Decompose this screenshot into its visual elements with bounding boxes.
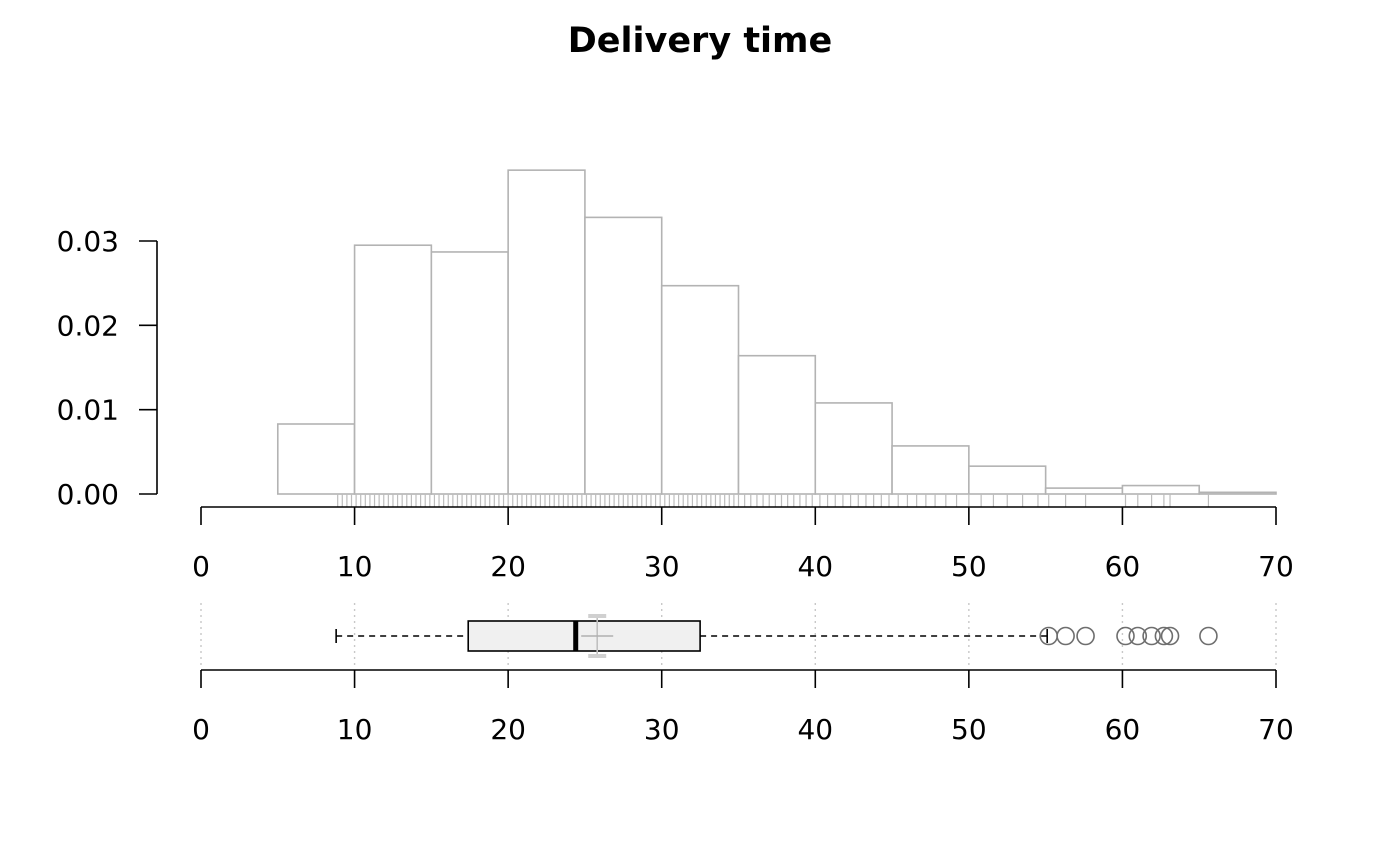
y-tick-label: 0.03 bbox=[57, 225, 119, 258]
histogram-x-tick-label: 70 bbox=[1258, 550, 1294, 583]
boxplot-x-tick-label: 20 bbox=[490, 713, 526, 746]
outlier-point bbox=[1142, 626, 1161, 646]
boxplot-x-tick-label: 40 bbox=[797, 713, 833, 746]
boxplot-x-tick-label: 10 bbox=[337, 713, 373, 746]
histogram-bar-11 bbox=[1121, 484, 1201, 495]
mean-marker bbox=[581, 614, 614, 658]
histogram-x-tick-label: 0 bbox=[192, 550, 210, 583]
boxplot-x-tick-label: 50 bbox=[951, 713, 987, 746]
histogram-bar-5 bbox=[660, 284, 740, 495]
histogram-bar-1 bbox=[353, 244, 433, 495]
histogram-bar-10 bbox=[1044, 487, 1124, 495]
histogram-bar-8 bbox=[891, 445, 970, 495]
histogram-bar-12 bbox=[1198, 491, 1277, 495]
histogram-x-tick-label: 30 bbox=[644, 550, 680, 583]
boxplot-gridlines bbox=[200, 603, 1277, 668]
histogram-bar-7 bbox=[814, 402, 893, 495]
y-tick-label: 0.00 bbox=[57, 478, 119, 511]
outlier-point bbox=[1116, 626, 1135, 646]
histogram-bar-3 bbox=[507, 169, 586, 495]
histogram-bar-9 bbox=[968, 465, 1047, 495]
y-tick-label: 0.02 bbox=[57, 309, 119, 342]
y-tick-label: 0.01 bbox=[57, 394, 119, 427]
rug-marks bbox=[337, 494, 1210, 507]
outlier-point bbox=[1199, 626, 1218, 646]
outlier-point bbox=[1076, 626, 1095, 646]
histogram-x-tick-label: 40 bbox=[797, 550, 833, 583]
histogram-x-tick-label: 60 bbox=[1105, 550, 1141, 583]
boxplot-x-tick-label: 30 bbox=[644, 713, 680, 746]
outliers bbox=[1039, 626, 1218, 646]
boxplot-panel: 0 10 20 30 40 50 60 70 bbox=[192, 603, 1294, 746]
outlier-point bbox=[1056, 626, 1075, 646]
histogram-x-tick-label: 10 bbox=[337, 550, 373, 583]
boxplot-x-tick-label: 0 bbox=[192, 713, 210, 746]
y-axis: 0.00 0.01 0.02 0.03 bbox=[57, 225, 158, 511]
chart-title: Delivery time bbox=[568, 21, 833, 61]
outlier-point bbox=[1128, 626, 1148, 646]
outlier-point bbox=[1160, 626, 1180, 646]
outlier-point bbox=[1154, 626, 1174, 646]
histogram-bar-0 bbox=[276, 423, 356, 495]
histogram-bar-2 bbox=[430, 251, 509, 495]
boxplot-x-tick-label: 60 bbox=[1105, 713, 1141, 746]
boxplot-x-axis: 0 10 20 30 40 50 60 70 bbox=[192, 669, 1294, 746]
histogram-x-axis: 0 10 20 30 40 50 60 70 bbox=[192, 506, 1294, 583]
histogram-bar-4 bbox=[584, 216, 663, 495]
boxplot-x-tick-label: 70 bbox=[1258, 713, 1294, 746]
histogram-panel: 0.00 0.01 0.02 0.03 0 10 20 30 40 50 60 70 bbox=[57, 169, 1294, 583]
histogram-bar-6 bbox=[737, 354, 817, 495]
histogram-x-tick-label: 20 bbox=[490, 550, 526, 583]
histogram-x-tick-label: 50 bbox=[951, 550, 987, 583]
